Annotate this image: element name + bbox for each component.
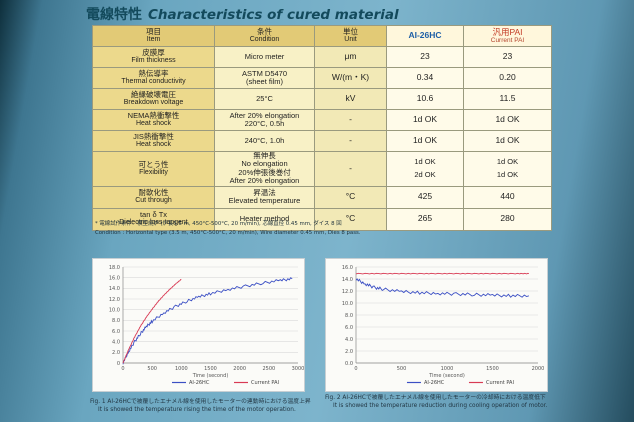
fig1-chart: 0 2.0 4.0 6.0 8.0 10.0 12.0 14.0 16.0 18.0 0 500 100…	[109, 265, 305, 386]
y-tick-label: 6.0	[112, 329, 120, 335]
table-row: JIS熱衝撃性 Heat shock 240°C, 1.0h - 1d OK 1d…	[92, 130, 552, 152]
fig2-caption-en: It is showed the temperature reduction d…	[333, 403, 548, 409]
table-row: 絶縁破壊電圧 Breakdown voltage 25°C kV 10.6 11.…	[92, 88, 552, 110]
fig1-caption: Fig. 1 AI-26HCで被覆したエナメル線を使用したモーターの連動時におけ…	[90, 398, 311, 414]
x-tick-label: 500	[397, 366, 407, 372]
x-axis-label: Time (second)	[192, 373, 229, 379]
series-line-ai-26hc	[122, 277, 293, 365]
header-ai26hc: AI-26HC	[386, 25, 464, 47]
table-header-row: 項目 Item 条件 Condition 単位 Unit AI-26HC 汎用PAI C…	[92, 25, 552, 47]
x-tick-label: 2500	[262, 366, 275, 372]
x-tick-label: 0	[354, 366, 357, 372]
y-tick-label: 6.0	[345, 325, 353, 331]
header-item: 項目 Item	[92, 25, 215, 47]
x-tick-label: 3000	[292, 366, 305, 372]
series-line-current-pai	[355, 272, 530, 275]
series-line-ai-26hc	[355, 278, 530, 298]
fig1-chart-panel: 0 2.0 4.0 6.0 8.0 10.0 12.0 14.0 16.0 18.0 0 500 100…	[92, 258, 305, 392]
x-tick-label: 500	[147, 366, 157, 372]
y-tick-label: 16.0	[109, 275, 120, 281]
x-tick-label: 1500	[486, 366, 499, 372]
note-line-en: Condition : Horizontal type (3.5 m, 450°…	[95, 230, 361, 236]
series-line-current-pai	[122, 278, 182, 364]
y-tick-label: 8.0	[345, 313, 353, 319]
legend-label: Current PAI	[486, 380, 514, 386]
title-jp: 電線特性	[86, 7, 142, 23]
table-row: 皮膜厚 Film thickness Micro meter μm 23 23	[92, 46, 552, 68]
x-tick-label: 1000	[175, 366, 188, 372]
y-tick-label: 0	[117, 361, 120, 367]
y-tick-label: 16.0	[342, 265, 353, 271]
header-current-pai: 汎用PAI Current PAI	[463, 25, 552, 47]
x-tick-label: 2000	[233, 366, 246, 372]
x-tick-label: 1500	[204, 366, 217, 372]
page-title: 電線特性 Characteristics of cured material	[86, 4, 399, 24]
table-row: 耐軟化性 Cut through 昇温法 Elevated temperature …	[92, 185, 552, 209]
legend-label: Current PAI	[251, 380, 279, 386]
y-tick-label: 14.0	[109, 286, 120, 292]
y-tick-label: 8.0	[112, 318, 120, 324]
table-row: tan δ Tx Dielectric loss tangent Heater m…	[92, 207, 552, 231]
characteristics-table: 項目 Item 条件 Condition 単位 Unit AI-26HC 汎用PAI C…	[92, 25, 552, 231]
header-condition: 条件 Condition	[214, 25, 315, 47]
test-condition-note: * 電線試作条件：横型焼炉 (炉長3.5 m, 450°C-500°C, 20 …	[95, 220, 550, 238]
y-tick-label: 2.0	[112, 350, 120, 356]
y-tick-label: 4.0	[345, 337, 353, 343]
x-axis-label: Time (second)	[428, 373, 465, 379]
x-tick-label: 0	[121, 366, 124, 372]
y-tick-label: 12.0	[342, 289, 353, 295]
legend-label: AI-26HC	[424, 380, 445, 386]
legend-label: AI-26HC	[189, 380, 210, 386]
fig2-chart: 0.0 2.0 4.0 6.0 8.0 10.0 12.0 14.0 16.0 0 500 1000 1…	[342, 265, 545, 386]
fig1-caption-en: It is showed the temperature rising the …	[98, 407, 296, 413]
fig2-caption-jp: Fig. 2 AI-26HCで被覆したエナメル線を使用したモーターの冷却時におけ…	[325, 395, 546, 401]
title-en: Characteristics of cured material	[148, 7, 399, 23]
table-row: NEMA熱衝撃性 Heat shock After 20% elongation 2…	[92, 109, 552, 131]
y-tick-label: 4.0	[112, 339, 120, 345]
header-unit: 単位 Unit	[314, 25, 387, 47]
y-tick-label: 12.0	[109, 297, 120, 303]
note-line-jp: * 電線試作条件：横型焼炉 (炉長3.5 m, 450°C-500°C, 20 …	[95, 221, 342, 227]
table-row: 熱伝導率 Thermal conductivity ASTM D5470 (shee…	[92, 67, 552, 89]
x-tick-label: 2000	[532, 366, 545, 372]
fig2-chart-panel: 0.0 2.0 4.0 6.0 8.0 10.0 12.0 14.0 16.0 0 500 1000 1…	[325, 258, 548, 392]
y-tick-label: 18.0	[109, 265, 120, 271]
fig1-caption-jp: Fig. 1 AI-26HCで被覆したエナメル線を使用したモーターの連動時におけ…	[90, 399, 311, 405]
y-tick-label: 14.0	[342, 277, 353, 283]
y-tick-label: 10.0	[109, 307, 120, 313]
fig2-caption: Fig. 2 AI-26HCで被覆したエナメル線を使用したモーターの冷却時におけ…	[325, 394, 547, 410]
y-tick-label: 0.0	[345, 361, 353, 367]
y-tick-label: 10.0	[342, 301, 353, 307]
x-tick-label: 1000	[441, 366, 454, 372]
table-row: 可とう性 Flexibility 無伸長 No elongation 20%伸張後巻付…	[92, 151, 552, 187]
y-tick-label: 2.0	[345, 349, 353, 355]
